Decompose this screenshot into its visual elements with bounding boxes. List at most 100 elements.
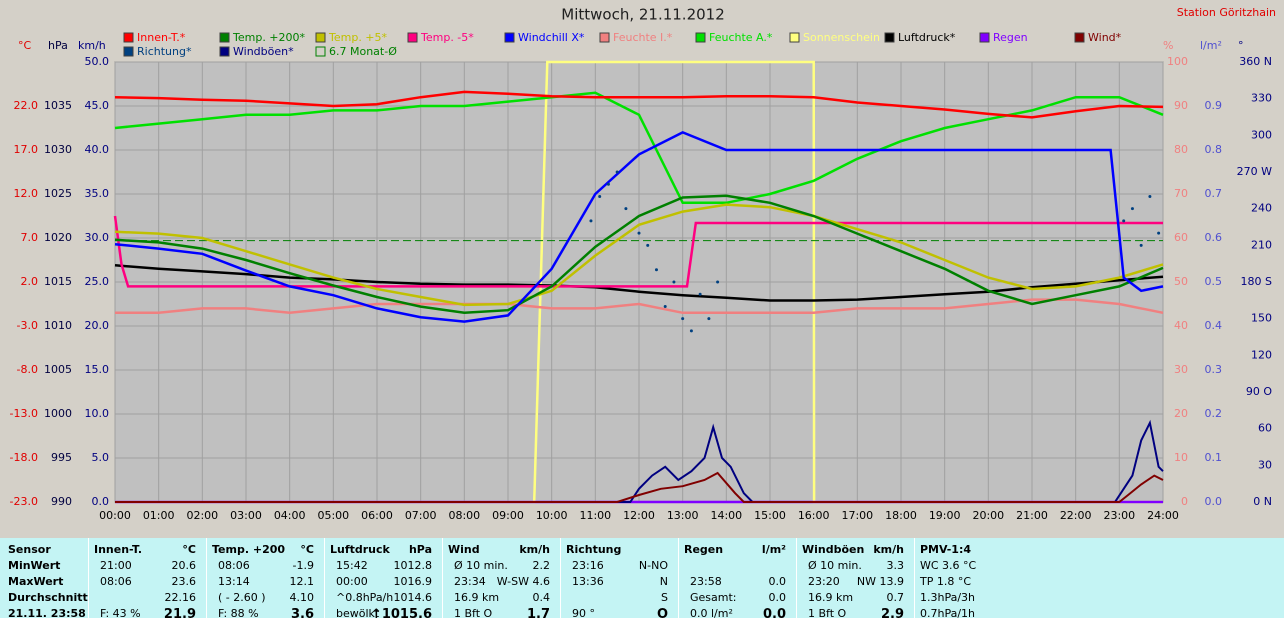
y-tick-label: 150 xyxy=(1251,312,1272,325)
x-tick-label: 24:00 xyxy=(1147,509,1179,522)
x-tick-label: 01:00 xyxy=(143,509,175,522)
y-tick-label: 15.0 xyxy=(85,363,110,376)
x-tick-label: 23:00 xyxy=(1103,509,1135,522)
table-value: 0.0 xyxy=(768,591,787,604)
table-value: S xyxy=(661,591,668,604)
y-tick-label: 30.0 xyxy=(85,231,110,244)
separator xyxy=(678,538,679,618)
x-tick-label: 04:00 xyxy=(274,509,306,522)
series-line xyxy=(115,471,1164,503)
group-header: Temp. +200 xyxy=(212,543,286,556)
legend-label: Feuchte A.* xyxy=(709,31,773,44)
table-cell: ( - 2.60 ) xyxy=(218,591,266,604)
y-tick-label: 17.0 xyxy=(14,143,39,156)
table-cell: 21:00 xyxy=(100,559,132,572)
legend-label: Windböen* xyxy=(233,45,294,58)
y-tick-label: 0.0 xyxy=(92,495,110,508)
separator xyxy=(442,538,443,618)
table-cell: WC 3.6 °C xyxy=(920,559,977,572)
table-value: N-NO xyxy=(638,559,668,572)
direction-dot xyxy=(615,170,619,174)
y-tick-label: 1020 xyxy=(44,231,72,244)
table-value: 0.7 xyxy=(886,591,905,604)
table-cell: 15:42 xyxy=(336,559,368,572)
y-tick-label: 80 xyxy=(1174,143,1188,156)
legend-swatch xyxy=(315,32,326,43)
table-value: 0.0 xyxy=(762,607,786,618)
x-tick-label: 22:00 xyxy=(1060,509,1092,522)
row-label: 21.11. 23:58 xyxy=(8,607,86,618)
y-tick-label: 45.0 xyxy=(85,99,110,112)
row-label: MinWert xyxy=(8,559,61,572)
table-value: 2.9 xyxy=(880,607,904,618)
separator xyxy=(88,538,89,618)
x-tick-label: 07:00 xyxy=(405,509,437,522)
table-cell: 23:20 xyxy=(808,575,840,588)
group-unit: °C xyxy=(300,543,314,556)
table-value: 0.4 xyxy=(532,591,551,604)
series-line xyxy=(115,419,1164,503)
table-value: 4.10 xyxy=(289,591,315,604)
x-tick-label: 15:00 xyxy=(754,509,786,522)
direction-dot xyxy=(1130,207,1134,211)
axis-title: °C xyxy=(18,39,32,52)
x-tick-label: 10:00 xyxy=(536,509,568,522)
table-value: N xyxy=(659,575,668,588)
legend-label: Feuchte I.* xyxy=(613,31,673,44)
direction-dot xyxy=(654,268,658,272)
y-tick-label: 330 xyxy=(1251,92,1272,105)
axis-title: hPa xyxy=(48,39,68,52)
x-tick-label: 08:00 xyxy=(448,509,480,522)
legend-label: Luftdruck* xyxy=(898,31,956,44)
direction-dot xyxy=(681,317,685,321)
direction-dot xyxy=(637,231,641,235)
table-value: 22.16 xyxy=(164,591,197,604)
table-cell: Ø 10 min. xyxy=(454,559,508,572)
table-value: -1.9 xyxy=(292,559,314,572)
direction-dot xyxy=(598,194,602,198)
table-cell: TP 1.8 °C xyxy=(920,575,972,588)
group-header: Windböen xyxy=(802,543,865,556)
direction-dot xyxy=(698,292,702,296)
y-tick-label: 1025 xyxy=(44,187,72,200)
y-tick-label: 1000 xyxy=(44,407,72,420)
y-tick-label: 0.0 xyxy=(1205,495,1223,508)
y-tick-label: 22.0 xyxy=(14,99,39,112)
legend-label: Regen xyxy=(993,31,1028,44)
table-cell: 13:36 xyxy=(572,575,604,588)
direction-dot xyxy=(716,280,720,284)
y-tick-label: 1030 xyxy=(44,143,72,156)
legend-swatch xyxy=(407,32,418,43)
y-tick-label: -18.0 xyxy=(10,451,38,464)
series-line xyxy=(114,90,1164,119)
series-line xyxy=(113,215,1163,288)
series-line xyxy=(114,203,1164,307)
y-tick-label: 50.0 xyxy=(85,55,110,68)
y-tick-label: 995 xyxy=(51,451,72,464)
legend-swatch xyxy=(979,32,990,43)
legend-swatch xyxy=(315,46,326,57)
x-tick-label: 21:00 xyxy=(1016,509,1048,522)
legend-swatch xyxy=(695,32,706,43)
group-header: Wind xyxy=(448,543,480,556)
y-tick-label: 0.2 xyxy=(1205,407,1223,420)
table-value: W-SW 4.6 xyxy=(496,575,550,588)
axis-title: l/m² xyxy=(1200,39,1222,52)
series-line xyxy=(115,298,1164,315)
direction-dot xyxy=(1148,194,1152,198)
axis-title: km/h xyxy=(78,39,106,52)
table-value: 1014.6 xyxy=(393,591,433,604)
table-cell: 90 ° xyxy=(572,607,595,618)
direction-dot xyxy=(672,280,676,284)
axis-title: ° xyxy=(1238,39,1244,52)
direction-dot xyxy=(589,219,593,223)
y-tick-label: 300 xyxy=(1251,128,1272,141)
y-tick-label: 60 xyxy=(1258,422,1272,435)
table-cell: 23:58 xyxy=(690,575,722,588)
group-unit: km/h xyxy=(519,543,550,556)
y-tick-label: 2.0 xyxy=(21,275,39,288)
table-cell: 23:34 xyxy=(454,575,486,588)
y-tick-label: 7.0 xyxy=(21,231,39,244)
y-tick-label: 1005 xyxy=(44,363,72,376)
